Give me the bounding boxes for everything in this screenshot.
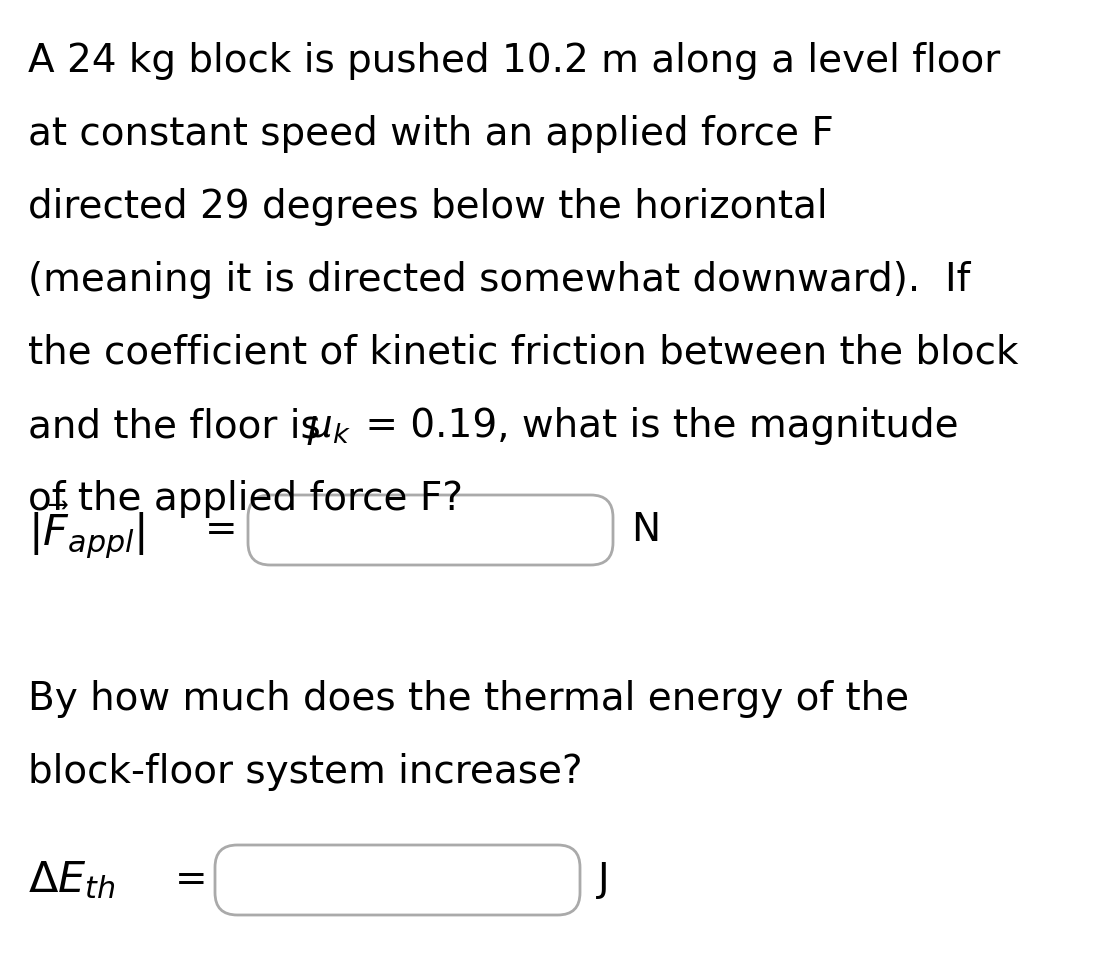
Text: =: = — [205, 511, 237, 549]
Text: N: N — [631, 511, 660, 549]
Text: By how much does the thermal energy of the: By how much does the thermal energy of t… — [28, 680, 909, 718]
Text: block-floor system increase?: block-floor system increase? — [28, 753, 582, 791]
FancyBboxPatch shape — [248, 495, 613, 565]
Text: $|\vec{F}_{appl}|$: $|\vec{F}_{appl}|$ — [28, 499, 145, 561]
Text: A 24 kg block is pushed 10.2 m along a level floor: A 24 kg block is pushed 10.2 m along a l… — [28, 42, 1001, 80]
Text: at constant speed with an applied force F: at constant speed with an applied force … — [28, 115, 834, 153]
Text: the coefficient of kinetic friction between the block: the coefficient of kinetic friction betw… — [28, 334, 1018, 372]
Text: (meaning it is directed somewhat downward).  If: (meaning it is directed somewhat downwar… — [28, 261, 971, 299]
Text: $\Delta E_{th}$: $\Delta E_{th}$ — [28, 859, 116, 901]
Text: = 0.19, what is the magnitude: = 0.19, what is the magnitude — [353, 407, 958, 445]
Text: J: J — [598, 861, 610, 899]
Text: of the applied force F?: of the applied force F? — [28, 480, 463, 518]
Text: =: = — [175, 861, 208, 899]
Text: and the floor is: and the floor is — [28, 407, 333, 445]
Text: $\mu_k$: $\mu_k$ — [307, 409, 351, 447]
FancyBboxPatch shape — [215, 845, 580, 915]
Text: directed 29 degrees below the horizontal: directed 29 degrees below the horizontal — [28, 188, 828, 226]
